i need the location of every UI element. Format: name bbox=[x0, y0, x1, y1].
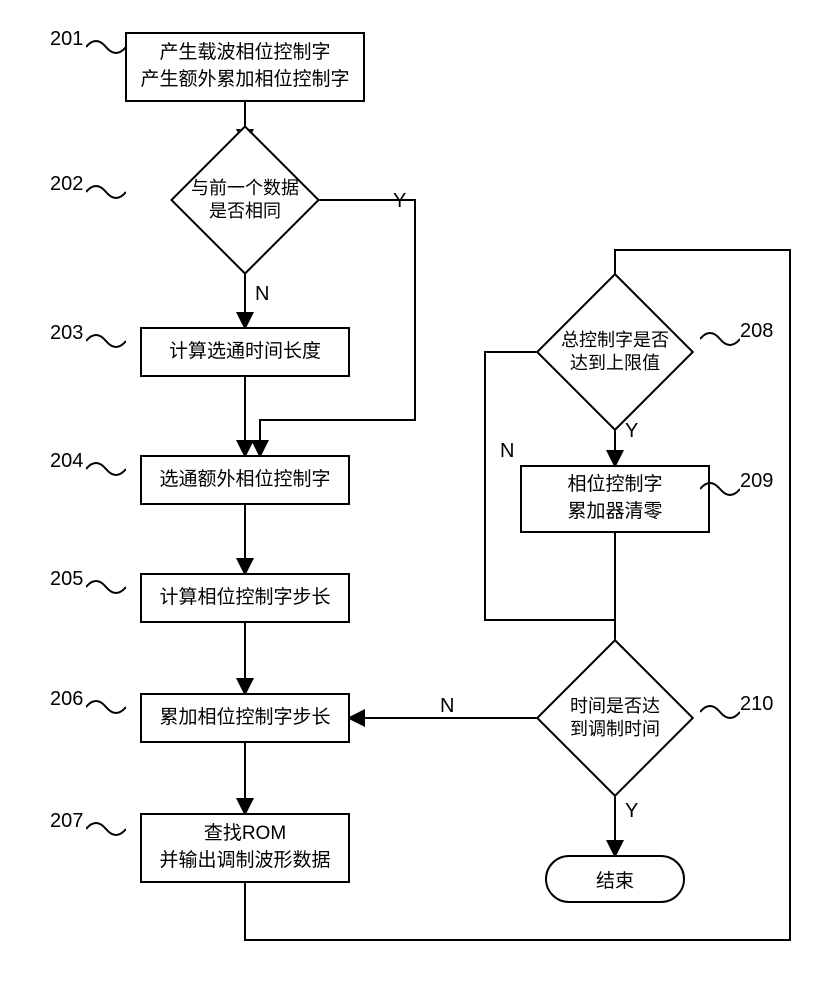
node-204: 选通额外相位控制字 bbox=[140, 455, 350, 505]
edge-label-n208: N bbox=[500, 440, 514, 463]
edge-label-n202: N bbox=[255, 283, 269, 306]
tilde-208 bbox=[700, 327, 740, 347]
label-207: 207 bbox=[50, 810, 83, 833]
edge-label-y208: Y bbox=[625, 420, 638, 443]
node-201: 产生载波相位控制字 产生额外累加相位控制字 bbox=[125, 32, 365, 102]
text-line: 选通额外相位控制字 bbox=[159, 467, 330, 494]
text-line: 产生额外累加相位控制字 bbox=[140, 67, 349, 94]
label-209: 209 bbox=[740, 470, 773, 493]
node-203: 计算选通时间长度 bbox=[140, 327, 350, 377]
text-line: 累加器清零 bbox=[567, 499, 662, 526]
label-208: 208 bbox=[740, 320, 773, 343]
label-201: 201 bbox=[50, 28, 83, 51]
label-204: 204 bbox=[50, 450, 83, 473]
tilde-201 bbox=[86, 35, 126, 55]
node-209: 相位控制字 累加器清零 bbox=[520, 465, 710, 533]
tilde-202 bbox=[86, 180, 126, 200]
text-line: 计算选通时间长度 bbox=[169, 339, 321, 366]
text-line: 计算相位控制字步长 bbox=[159, 585, 330, 612]
label-205: 205 bbox=[50, 568, 83, 591]
text-line: 结束 bbox=[596, 866, 634, 893]
node-206: 累加相位控制字步长 bbox=[140, 693, 350, 743]
text-line: 相位控制字 bbox=[567, 472, 662, 499]
tilde-206 bbox=[86, 695, 126, 715]
text-line: 累加相位控制字步长 bbox=[159, 705, 330, 732]
tilde-205 bbox=[86, 575, 126, 595]
tilde-209 bbox=[700, 477, 740, 497]
text-line: 查找ROM bbox=[204, 821, 286, 848]
edge-label-n210: N bbox=[440, 695, 454, 718]
edge-label-y202: Y bbox=[393, 190, 406, 213]
node-205: 计算相位控制字步长 bbox=[140, 573, 350, 623]
tilde-210 bbox=[700, 700, 740, 720]
label-210: 210 bbox=[740, 693, 773, 716]
node-207: 查找ROM 并输出调制波形数据 bbox=[140, 813, 350, 883]
label-203: 203 bbox=[50, 322, 83, 345]
tilde-204 bbox=[86, 457, 126, 477]
tilde-207 bbox=[86, 817, 126, 837]
node-end: 结束 bbox=[545, 855, 685, 903]
node-208 bbox=[536, 273, 694, 431]
tilde-203 bbox=[86, 329, 126, 349]
text-line: 产生载波相位控制字 bbox=[159, 40, 330, 67]
edge-label-y210: Y bbox=[625, 800, 638, 823]
node-210 bbox=[536, 639, 694, 797]
label-206: 206 bbox=[50, 688, 83, 711]
text-line: 并输出调制波形数据 bbox=[159, 848, 330, 875]
label-202: 202 bbox=[50, 173, 83, 196]
node-202 bbox=[170, 125, 320, 275]
